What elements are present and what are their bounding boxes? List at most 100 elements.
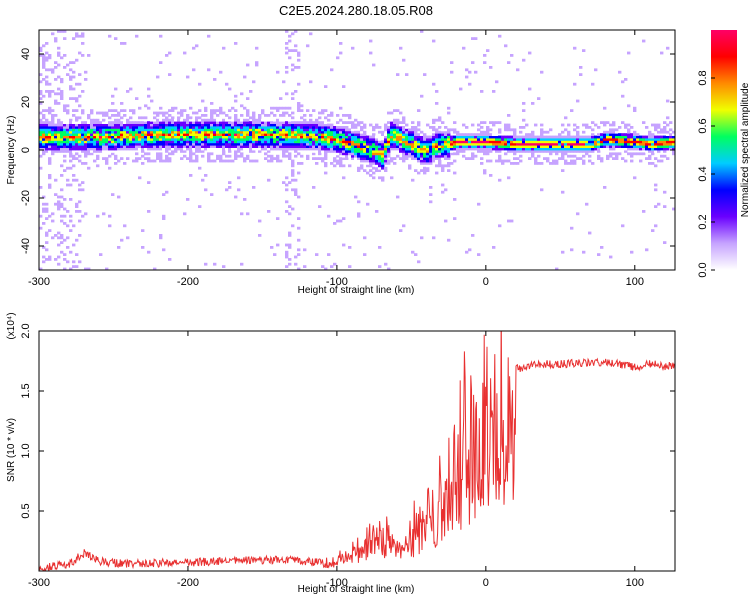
heatmap-cell: [315, 123, 319, 127]
heatmap-cell: [177, 145, 181, 148]
heatmap-cell: [111, 109, 115, 112]
heatmap-cell: [60, 92, 64, 96]
heatmap-cell: [285, 106, 289, 110]
heatmap-cell: [369, 152, 373, 156]
heatmap-cell: [108, 224, 112, 228]
heatmap-cell: [498, 130, 502, 134]
heatmap-cell: [174, 123, 178, 127]
heatmap-cell: [627, 130, 631, 134]
heatmap-cell: [399, 130, 403, 134]
heatmap-cell: [72, 147, 76, 151]
heatmap-cell: [381, 178, 385, 182]
heatmap-cell: [585, 142, 589, 146]
heatmap-cell: [411, 147, 415, 151]
heatmap-cell: [114, 130, 118, 134]
heatmap-cell: [540, 130, 544, 134]
heatmap-cell: [423, 133, 427, 136]
heatmap-cell: [441, 142, 445, 146]
heatmap-cell: [378, 145, 382, 148]
heatmap-cell: [609, 154, 613, 158]
heatmap-cell: [480, 157, 484, 160]
heatmap-cell: [42, 195, 46, 199]
heatmap-cell: [297, 51, 301, 55]
heatmap-cell: [69, 97, 73, 100]
heatmap-cell: [114, 142, 118, 146]
heatmap-cell: [528, 142, 532, 146]
heatmap-cell: [471, 133, 475, 136]
heatmap-cell: [447, 150, 451, 153]
heatmap-cell: [45, 56, 49, 60]
heatmap-cell: [105, 138, 109, 141]
heatmap-cell: [588, 154, 592, 158]
heatmap-cell: [327, 150, 331, 153]
heatmap-cell: [165, 150, 169, 153]
heatmap-cell: [300, 133, 304, 136]
heatmap-cell: [288, 145, 292, 148]
heatmap-cell: [627, 142, 631, 146]
heatmap-cell: [162, 214, 166, 218]
heatmap-cell: [294, 66, 298, 69]
heatmap-cell: [516, 162, 520, 165]
heatmap-cell: [531, 102, 535, 105]
colorbar-tick-label: 0.2: [697, 214, 709, 229]
heatmap-cell: [354, 150, 358, 153]
heatmap-cell: [51, 152, 55, 156]
heatmap-cell: [393, 142, 397, 146]
heatmap-cell: [303, 123, 307, 127]
heatmap-cell: [135, 34, 139, 38]
heatmap-cell: [210, 193, 214, 196]
heatmap-cell: [45, 138, 49, 141]
heatmap-cell: [435, 147, 439, 151]
heatmap-cell: [330, 68, 334, 72]
heatmap-cell: [294, 121, 298, 124]
heatmap-cell: [204, 118, 208, 122]
heatmap-cell: [363, 147, 367, 151]
heatmap-cell: [672, 147, 675, 151]
heatmap-cell: [312, 130, 316, 134]
heatmap-cell: [534, 159, 538, 163]
heatmap-cell: [642, 152, 646, 156]
heatmap-cell: [81, 181, 85, 184]
heatmap-cell: [576, 142, 580, 146]
heatmap-cell: [282, 118, 286, 122]
heatmap-cell: [426, 154, 430, 158]
heatmap-cell: [285, 243, 289, 247]
heatmap-cell: [120, 135, 124, 139]
heatmap-cell: [369, 147, 373, 151]
heatmap-cell: [228, 133, 232, 136]
heatmap-cell: [645, 147, 649, 151]
heatmap-cell: [45, 210, 49, 213]
heatmap-cell: [48, 111, 52, 115]
heatmap-cell: [666, 145, 670, 148]
heatmap-cell: [93, 135, 97, 139]
heatmap-cell: [321, 147, 325, 151]
heatmap-cell: [60, 147, 64, 151]
heatmap-cell: [306, 135, 310, 139]
heatmap-cell: [462, 135, 466, 139]
heatmap-cell: [564, 135, 568, 139]
heatmap-cell: [573, 159, 577, 163]
heatmap-cell: [531, 152, 535, 156]
heatmap-cell: [54, 128, 58, 132]
heatmap-cell: [486, 147, 490, 151]
heatmap-cell: [192, 152, 196, 156]
heatmap-cell: [432, 118, 436, 122]
heatmap-cell: [537, 138, 541, 141]
heatmap-cell: [105, 135, 109, 139]
heatmap-cell: [69, 78, 73, 81]
heatmap-cell: [450, 142, 454, 146]
heatmap-cell: [354, 142, 358, 146]
heatmap-cell: [285, 128, 289, 132]
heatmap-cell: [153, 138, 157, 141]
heatmap-cell: [57, 126, 61, 129]
heatmap-cell: [435, 157, 439, 160]
heatmap-cell: [444, 126, 448, 129]
heatmap-cell: [141, 126, 145, 129]
heatmap-cell: [243, 106, 247, 110]
heatmap-cell: [423, 169, 427, 172]
heatmap-cell: [627, 152, 631, 156]
heatmap-cell: [96, 147, 100, 151]
heatmap-cell: [474, 70, 478, 74]
heatmap-cell: [207, 126, 211, 129]
heatmap-cell: [90, 147, 94, 151]
